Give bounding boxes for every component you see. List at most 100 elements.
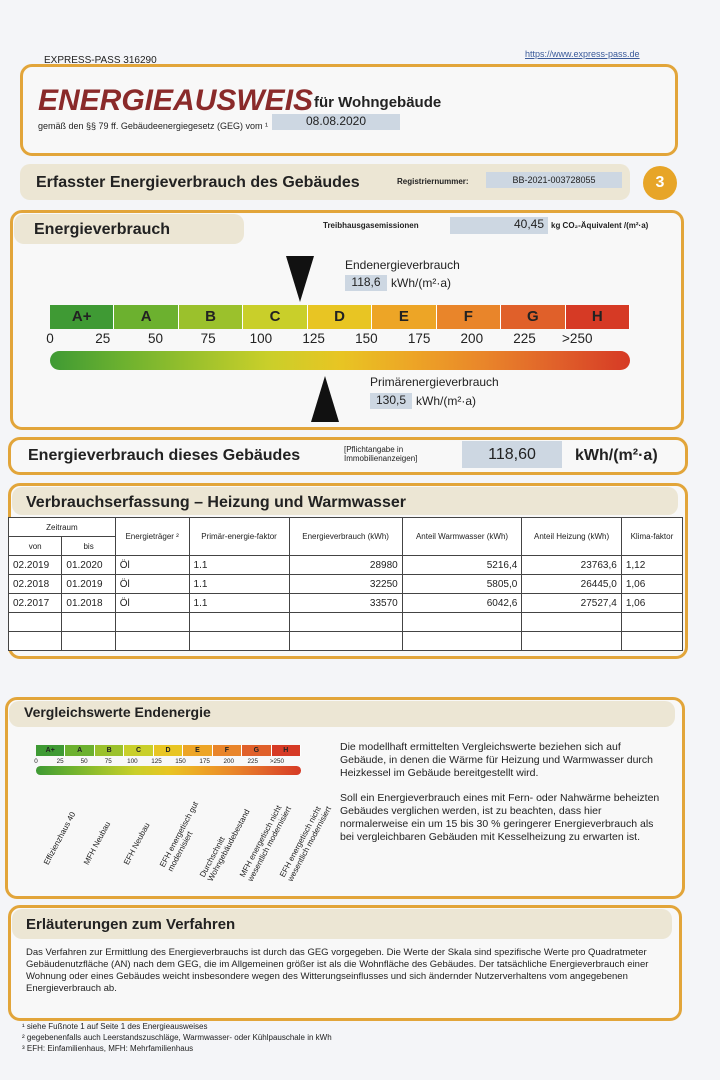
table-cell: 02.2017 — [7, 593, 63, 613]
scale-label: 75 — [104, 758, 112, 765]
class-cell: C — [124, 745, 154, 756]
building-value: 118,60 — [462, 441, 562, 468]
scale-label: >250 — [562, 331, 593, 346]
empty-row — [7, 612, 684, 632]
comparison-text-2: Soll ein Energieverbrauch eines mit Fern… — [340, 792, 660, 843]
scale-label: 200 — [223, 758, 234, 765]
table-row: 02.2019 01.2020 Öl 1.1 28980 5216,4 23763,6 1,1… — [7, 555, 684, 575]
consumption-table: Zeitraum Energieträger ² Primär-energie-fa… — [7, 517, 684, 651]
building-unit: kWh/(m²·a) — [575, 447, 658, 464]
table-cell: 1.1 — [188, 593, 290, 613]
building-note: [Pflichtangabe in Immobilienanzeigen] — [344, 445, 418, 463]
class-cell: A+ — [50, 305, 115, 329]
final-arrow-marker — [286, 256, 315, 302]
scale-label: 0 — [46, 331, 54, 346]
table-cell: 32250 — [288, 574, 403, 594]
table-cell: Öl — [114, 574, 190, 594]
comparison-title-bar — [9, 701, 675, 727]
scale-label: 50 — [80, 758, 88, 765]
class-cell: B — [178, 305, 244, 329]
empty-cell — [401, 631, 523, 651]
explanation-title-bar — [12, 909, 672, 939]
pass-id: EXPRESS-PASS 316290 — [44, 55, 157, 66]
class-cell: D — [153, 745, 184, 756]
subtitle: für Wohngebäude — [314, 94, 442, 111]
class-cell: H — [565, 305, 630, 329]
reg-label: Registriernummer: — [397, 177, 469, 186]
table-cell: Öl — [114, 593, 190, 613]
section-title: Erfasster Energieverbrauch des Gebäudes — [36, 174, 360, 191]
scale-label: 175 — [199, 758, 210, 765]
class-cell: G — [501, 305, 566, 329]
empty-cell — [521, 612, 622, 632]
ghg-unit: kg CO₂-Äquivalent /(m²·a) — [551, 221, 649, 230]
table-title-bar — [12, 487, 678, 515]
column-header: Anteil Heizung (kWh) — [521, 517, 622, 556]
class-cell: B — [94, 745, 125, 756]
column-header: Klima-faktor — [620, 517, 684, 556]
scale-label: >250 — [269, 758, 284, 765]
class-cell: A — [65, 745, 95, 756]
class-cell: D — [307, 305, 373, 329]
empty-cell — [61, 631, 116, 651]
class-cell: A+ — [36, 745, 66, 756]
page-number: 3 — [643, 166, 677, 200]
table-cell: 1,06 — [620, 574, 684, 594]
class-cell: E — [372, 305, 437, 329]
footnotes: ¹ siehe Fußnote 1 auf Seite 1 des Energi… — [22, 1021, 332, 1054]
table-cell: 1.1 — [188, 574, 290, 594]
table-cell: 5216,4 — [401, 555, 523, 575]
building-label: Energieverbrauch dieses Gebäudes — [28, 447, 301, 464]
reg-number: BB-2021-003728055 — [486, 172, 622, 188]
title-box — [20, 64, 678, 156]
table-row: 02.2018 01.2019 Öl 1.1 32250 5805,0 26445,0 1,0… — [7, 574, 684, 594]
period-header: Zeitraum — [8, 517, 116, 537]
scale-label: 225 — [513, 331, 536, 346]
column-header: bis — [61, 536, 116, 556]
table-title: Verbrauchserfassung – Heizung und Warmwa… — [26, 494, 406, 511]
footnote: ¹ siehe Fußnote 1 auf Seite 1 des Energi… — [22, 1022, 208, 1031]
scale-label: 0 — [34, 758, 38, 765]
scale-label: 225 — [247, 758, 259, 765]
scale-label: 25 — [95, 331, 111, 346]
comparison-box — [5, 697, 685, 899]
empty-cell — [620, 631, 684, 651]
primary-label: Primärenergieverbrauch — [370, 375, 499, 389]
final-value: 118,6 — [345, 275, 387, 291]
class-cell: H — [271, 745, 301, 756]
table-cell: 26445,0 — [521, 574, 622, 594]
explanation-title: Erläuterungen zum Verfahren — [26, 916, 236, 933]
empty-cell — [521, 631, 622, 651]
footnote: ³ EFH: Einfamilienhaus, MFH: Mehrfamilie… — [22, 1044, 194, 1053]
table-cell: 02.2019 — [7, 555, 63, 575]
scale-label: 125 — [302, 331, 325, 346]
column-header: Anteil Warmwasser (kWh) — [401, 517, 523, 556]
empty-cell — [188, 631, 290, 651]
empty-cell — [401, 612, 523, 632]
table-cell: 23763,6 — [521, 555, 622, 575]
scale-label: 150 — [175, 758, 186, 765]
date: 08.08.2020 — [272, 114, 400, 130]
empty-cell — [114, 612, 190, 632]
class-cell: C — [243, 305, 308, 329]
empty-cell — [7, 631, 63, 651]
scale-label: 150 — [355, 331, 378, 346]
table-cell: 01.2019 — [61, 574, 116, 594]
empty-cell — [114, 631, 190, 651]
empty-cell — [7, 612, 63, 632]
table-cell: 1.1 — [188, 555, 290, 575]
class-cell: F — [436, 305, 502, 329]
scale-gradient — [50, 350, 630, 370]
final-unit: kWh/(m²·a) — [391, 276, 451, 290]
scale-label: 75 — [200, 331, 216, 346]
energy-title-bar — [14, 214, 244, 244]
scale-label: 125 — [151, 758, 162, 765]
class-cell: G — [242, 745, 272, 756]
empty-cell — [620, 612, 684, 632]
building-box — [8, 437, 688, 475]
comparison-text-1: Die modellhaft ermittelten Vergleichswer… — [340, 741, 654, 779]
column-header: Energieträger ² — [114, 517, 190, 556]
empty-cell — [288, 631, 403, 651]
class-cell: A — [114, 305, 179, 329]
